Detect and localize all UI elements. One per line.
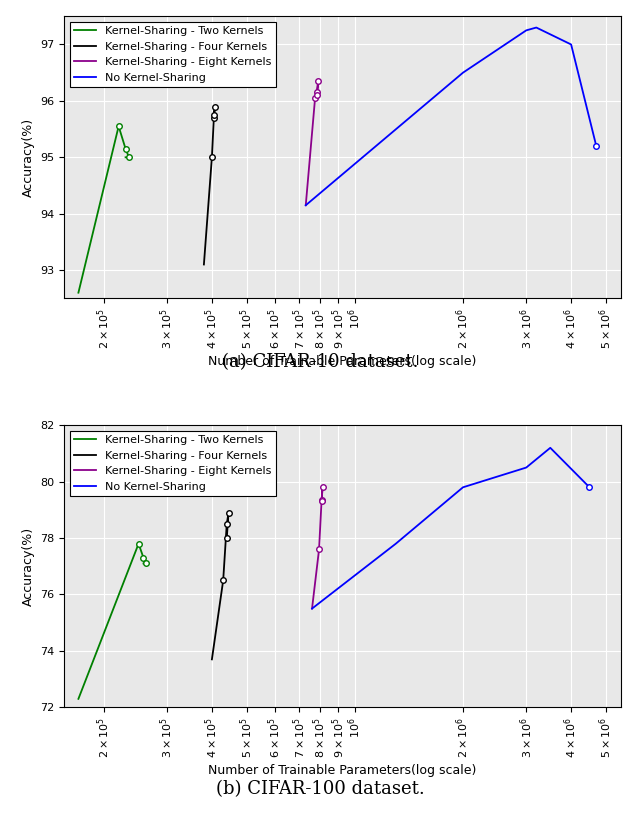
No Kernel-Sharing [308,604,316,614]
Line: No Kernel-Sharing: No Kernel-Sharing [306,28,596,205]
No Kernel-Sharing [522,25,530,35]
Kernel-Sharing - Two Kernels [140,553,147,563]
Kernel-Sharing - Two Kernels [122,152,129,162]
Text: (b) CIFAR-100 dataset.: (b) CIFAR-100 dataset. [216,780,424,798]
No Kernel-Sharing [522,463,530,472]
Line: Kernel-Sharing - Four Kernels: Kernel-Sharing - Four Kernels [204,107,215,264]
Kernel-Sharing - Two Kernels [140,559,147,568]
Kernel-Sharing - Four Kernels [200,259,208,269]
Line: Kernel-Sharing - Two Kernels: Kernel-Sharing - Two Kernels [79,126,129,293]
Line: Kernel-Sharing - Eight Kernels: Kernel-Sharing - Eight Kernels [312,487,323,609]
Line: Kernel-Sharing - Eight Kernels: Kernel-Sharing - Eight Kernels [306,81,318,205]
No Kernel-Sharing [586,482,593,492]
Kernel-Sharing - Four Kernels [223,533,230,543]
Kernel-Sharing - Eight Kernels [313,88,321,98]
No Kernel-Sharing [459,482,467,492]
Kernel-Sharing - Eight Kernels [314,76,322,86]
Line: Kernel-Sharing - Two Kernels: Kernel-Sharing - Two Kernels [79,544,146,699]
Kernel-Sharing - Four Kernels [210,113,218,123]
Line: No Kernel-Sharing: No Kernel-Sharing [312,448,589,609]
Kernel-Sharing - Eight Kernels [317,495,325,505]
Kernel-Sharing - Two Kernels [125,152,132,162]
Kernel-Sharing - Eight Kernels [313,90,321,100]
Y-axis label: Accuracy(%): Accuracy(%) [22,118,35,197]
Kernel-Sharing - Two Kernels [115,121,122,131]
No Kernel-Sharing [547,443,554,453]
X-axis label: Number of Trainable Parameters(log scale): Number of Trainable Parameters(log scale… [208,355,477,368]
No Kernel-Sharing [302,200,310,210]
Kernel-Sharing - Eight Kernels [319,482,326,492]
X-axis label: Number of Trainable Parameters(log scale): Number of Trainable Parameters(log scale… [208,764,477,777]
Kernel-Sharing - Four Kernels [225,508,232,518]
Kernel-Sharing - Two Kernels [122,144,129,154]
Legend: Kernel-Sharing - Two Kernels, Kernel-Sharing - Four Kernels, Kernel-Sharing - Ei: Kernel-Sharing - Two Kernels, Kernel-Sha… [70,22,276,87]
Kernel-Sharing - Eight Kernels [302,200,310,210]
Kernel-Sharing - Four Kernels [208,654,216,664]
Kernel-Sharing - Two Kernels [142,559,150,568]
Kernel-Sharing - Four Kernels [223,519,230,528]
Kernel-Sharing - Four Kernels [208,152,216,162]
Kernel-Sharing - Eight Kernels [317,497,325,506]
Kernel-Sharing - Two Kernels [75,288,83,298]
Kernel-Sharing - Eight Kernels [316,545,323,554]
Kernel-Sharing - Two Kernels [135,539,143,549]
Kernel-Sharing - Two Kernels [75,694,83,704]
No Kernel-Sharing [567,40,575,50]
Kernel-Sharing - Eight Kernels [308,604,316,614]
No Kernel-Sharing [532,23,540,33]
Text: (a) CIFAR-10 dataset.: (a) CIFAR-10 dataset. [221,353,419,371]
Line: Kernel-Sharing - Four Kernels: Kernel-Sharing - Four Kernels [212,513,228,659]
Legend: Kernel-Sharing - Two Kernels, Kernel-Sharing - Four Kernels, Kernel-Sharing - Ei: Kernel-Sharing - Two Kernels, Kernel-Sha… [70,431,276,497]
No Kernel-Sharing [593,141,600,151]
No Kernel-Sharing [392,539,399,549]
Kernel-Sharing - Four Kernels [220,576,227,585]
Kernel-Sharing - Four Kernels [210,110,218,120]
Kernel-Sharing - Eight Kernels [311,93,319,103]
No Kernel-Sharing [459,67,467,77]
Y-axis label: Accuracy(%): Accuracy(%) [22,527,35,606]
Kernel-Sharing - Four Kernels [211,102,219,111]
